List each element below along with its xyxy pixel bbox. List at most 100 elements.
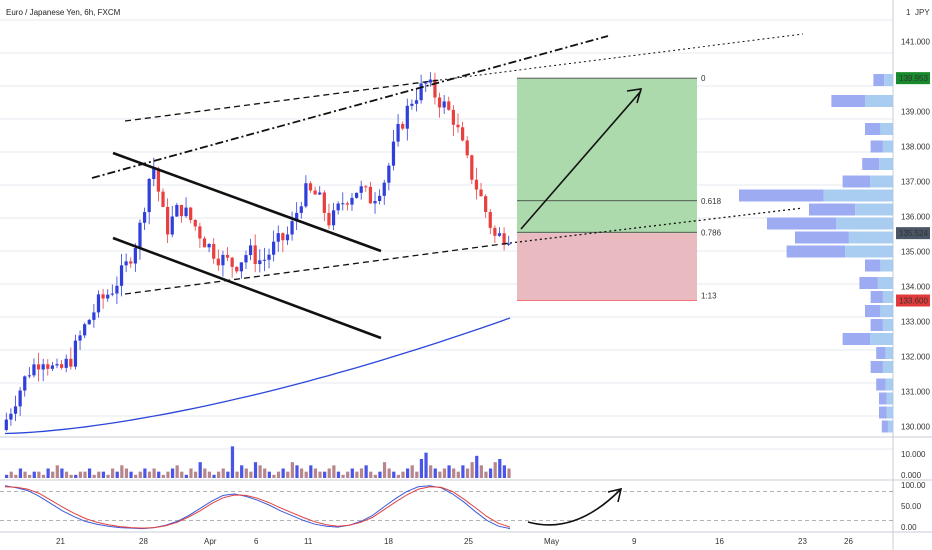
volume-bar [157,471,161,478]
volume-bar [170,468,175,478]
volume-profile-bar [739,189,824,202]
price-tick-label: 131.000 [901,388,930,397]
volume-bar [313,468,318,478]
candle-body [207,244,211,248]
volume-profile-bar [870,175,893,188]
candle-body [41,364,45,370]
volume-bar [74,474,78,478]
trendline-dashdot [91,35,609,179]
candle-body [419,83,423,101]
volume-profile-bar [882,319,893,331]
volume-profile-bar [880,259,893,272]
volume-bar [369,471,373,478]
time-tick-label: 28 [139,537,148,546]
candle-body [460,127,465,141]
volume-profile-bar [876,347,886,359]
volume-bar [78,471,82,478]
volume-bar [23,471,27,478]
price-tick-label: 135.000 [901,248,930,257]
time-tick-label: 21 [56,537,65,546]
volume-profile-bar [870,291,883,303]
volume-bar [424,452,428,478]
candle-body [147,179,151,213]
candle-body [23,376,27,391]
volume-bar [120,465,124,478]
volume-profile-bar [836,217,893,230]
stop-price-tag: 133.600 [899,297,928,306]
volume-profile-bar [865,259,881,272]
candle-body [341,203,345,205]
volume-profile-bar [885,378,893,391]
volume-bar [327,468,331,478]
volume-profile-bar [879,406,887,419]
volume-bar [438,471,442,478]
volume-bar [479,465,483,478]
volume-profile-bar [809,203,856,216]
volume-bar [124,468,129,478]
candle-body [318,192,322,195]
candle-body [474,179,479,190]
volume-bar [419,459,424,478]
volume-bar [493,462,497,478]
candle-body [64,358,68,368]
volume-bar [51,471,55,478]
stop-loss-zone [517,233,697,301]
candle-body [27,375,31,377]
volume-profile-bar [795,231,849,244]
volume-bar [166,471,170,478]
volume-bar [175,465,179,478]
volume-profile-bar [842,175,871,188]
channel-upper-line [112,151,382,253]
volume-profile-bar [880,305,893,317]
stoch-curve-arrow [527,489,621,526]
candle-body [198,226,202,239]
volume-bar [452,468,456,478]
volume-bar [69,474,73,478]
volume-bar [309,465,313,478]
candle-body [470,155,474,180]
volume-profile-bar [865,305,881,317]
target-price-tag-bg [896,72,930,85]
volume-bar [350,468,354,478]
volume-profile-bar [823,189,893,202]
volume-bar [401,471,405,478]
volume-bar [189,468,193,478]
candle-body [414,100,419,104]
volume-bar [286,471,290,478]
price-tick-label: 130.000 [901,423,930,432]
candle-body [410,103,414,106]
volume-bar [161,474,165,478]
time-tick-label: May [544,537,559,546]
price-tick-label: 136.000 [901,213,930,222]
time-tick-label: 11 [304,537,313,546]
candle-body [488,211,492,228]
candle-body [92,312,96,320]
stoch-curve-arrow-head [607,487,623,503]
candle-body [69,358,73,367]
volume-profile-bar [848,231,893,244]
candle-body [142,212,147,223]
candle-body [161,191,165,207]
candle-body [101,294,105,299]
candle-body [262,259,267,261]
volume-profile-bar [886,406,893,419]
last-price-tag: 135.524 [899,229,928,238]
candle-body [378,195,382,202]
volume-bar [64,471,69,478]
volume-bar [475,455,479,478]
volume-bar [60,468,64,478]
candle-body [212,244,216,259]
volume-profile-bar [859,277,878,289]
candle-body [295,212,299,222]
time-tick-label: 26 [844,537,853,546]
candle-body [327,212,331,226]
candle-body [193,219,197,227]
volume-bar [346,471,350,478]
volume-bar [465,468,470,478]
candle-body [235,266,239,272]
candle-body [336,203,340,211]
volume-bar [498,459,502,478]
volume-profile-bar [882,291,893,303]
